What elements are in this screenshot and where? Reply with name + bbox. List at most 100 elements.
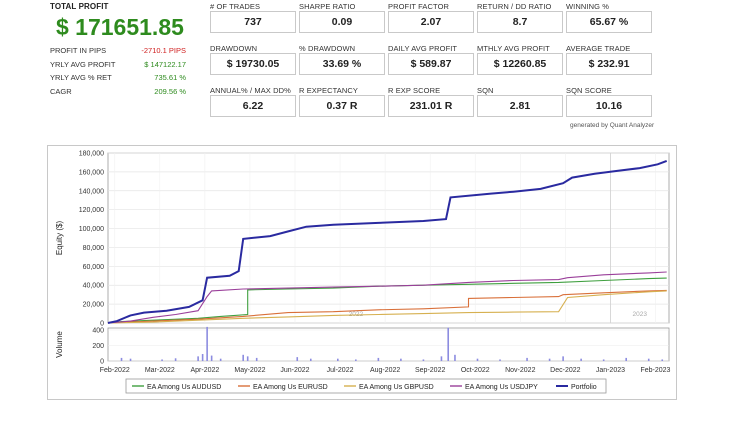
metric-label-r-exp-score: R EXP SCORE xyxy=(388,86,441,95)
metric-value-r-exp-score: 231.01 R xyxy=(388,95,474,117)
x-tick-label: Mar-2022 xyxy=(145,367,175,374)
summary-label: YRLY AVG PROFIT xyxy=(50,60,116,69)
volume-bar xyxy=(210,355,213,361)
summary-value: $ 147122.17 xyxy=(144,60,186,69)
volume-bar xyxy=(206,326,208,361)
metric-value-sqn-score: 10.16 xyxy=(566,95,652,117)
volume-bar xyxy=(499,359,501,361)
metric-label-sqn-score: SQN SCORE xyxy=(566,86,612,95)
summary-value: 209.56 % xyxy=(154,87,186,96)
metric-value-profit-factor: 2.07 xyxy=(388,11,474,33)
volume-bar xyxy=(355,359,357,361)
volume-bar xyxy=(400,358,402,361)
metric-value-sqn: 2.81 xyxy=(477,95,563,117)
volume-bar xyxy=(661,359,664,361)
volume-bar xyxy=(447,327,450,361)
volume-bar xyxy=(440,356,443,361)
metric-value-r-expectancy: 0.37 R xyxy=(299,95,385,117)
volume-bar xyxy=(454,354,456,361)
legend-label: EA Among Us GBPUSD xyxy=(359,384,434,391)
series-line xyxy=(107,290,667,324)
volume-bar xyxy=(562,356,564,361)
x-tick-label: Dec-2022 xyxy=(550,367,580,374)
volume-plot-frame xyxy=(107,327,670,362)
volume-bar xyxy=(580,358,582,361)
summary-row-yrly-avg-ret: YRLY AVG % RET 735.61 % xyxy=(50,73,186,84)
volume-bar xyxy=(129,358,132,361)
generated-by-note: generated by Quant Analyzer xyxy=(570,122,655,129)
summary-value: -2710.1 PIPS xyxy=(141,46,186,55)
x-tick-label: Aug-2022 xyxy=(370,367,400,374)
volume-bar xyxy=(602,359,605,361)
metric-value-winning: 65.67 % xyxy=(566,11,652,33)
legend-label: EA Among Us EURUSD xyxy=(253,384,328,391)
metric-value-drawdown: $ 19730.05 xyxy=(210,53,296,75)
equity-chart-panel: 0 20,000 40,000 60,000 80,000 100,000 120,000 1… xyxy=(47,145,677,400)
x-tick-label: Oct-2022 xyxy=(461,367,490,374)
summary-label: PROFIT IN PIPS xyxy=(50,46,107,55)
metric-value-mthly-avg-profit: $ 12260.85 xyxy=(477,53,563,75)
legend-label: EA Among Us AUDUSD xyxy=(147,384,221,391)
metric-value-return-dd: 8.7 xyxy=(477,11,563,33)
year-marker: 2023 xyxy=(632,311,647,318)
metric-value-daily-avg-profit: $ 589.87 xyxy=(388,53,474,75)
metric-label-daily-avg-profit: DAILY AVG PROFIT xyxy=(388,44,458,53)
summary-value: 735.61 % xyxy=(154,73,186,82)
legend-label: EA Among Us USDJPY xyxy=(465,384,538,391)
volume-tick-label: 200 xyxy=(92,343,104,350)
volume-bar xyxy=(219,358,222,361)
summary-label: YRLY AVG % RET xyxy=(50,73,112,82)
equity-plot-frame xyxy=(107,152,670,324)
metric-value-average-trade: $ 232.91 xyxy=(566,53,652,75)
y-tick-label: 100,000 xyxy=(79,226,104,233)
metric-label-drawdown: DRAWDOWN xyxy=(210,44,258,53)
summary-row-yrly-avg-profit: YRLY AVG PROFIT $ 147122.17 xyxy=(50,60,186,71)
summary-row-pips: PROFIT IN PIPS -2710.1 PIPS xyxy=(50,46,186,57)
legend-box xyxy=(125,378,607,394)
metric-label-sqn: SQN xyxy=(477,86,494,95)
x-tick-label: Sep-2022 xyxy=(415,367,445,374)
metric-label-average-trade: AVERAGE TRADE xyxy=(566,44,631,53)
volume-bar xyxy=(242,354,244,361)
total-profit-value: $ 171651.85 xyxy=(56,14,184,40)
series-line xyxy=(107,271,667,324)
volume-bar xyxy=(296,357,299,361)
metric-label-return-dd: RETURN / DD RATIO xyxy=(477,2,552,11)
series-line xyxy=(107,289,667,324)
total-profit-label: TOTAL PROFIT xyxy=(50,2,109,11)
volume-bar xyxy=(647,358,650,361)
volume-bar xyxy=(625,357,627,361)
series-line xyxy=(107,277,667,324)
x-tick-label: Feb-2022 xyxy=(100,367,130,374)
x-tick-label: Jun-2022 xyxy=(280,367,309,374)
y-tick-label: 0 xyxy=(100,321,104,328)
volume-axis-label: Volume xyxy=(55,331,64,358)
volume-bar xyxy=(197,356,199,361)
y-tick-label: 160,000 xyxy=(79,169,104,176)
metric-label-r-expectancy: R EXPECTANCY xyxy=(299,86,358,95)
volume-bar xyxy=(309,358,312,361)
metric-value-trades: 737 xyxy=(210,11,296,33)
equity-chart: 0 20,000 40,000 60,000 80,000 100,000 120,000 1… xyxy=(55,151,671,394)
summary-row-cagr: CAGR 209.56 % xyxy=(50,87,186,98)
volume-bar xyxy=(548,358,551,361)
x-tick-label: Feb-2023 xyxy=(640,367,670,374)
volume-bar xyxy=(422,359,425,361)
x-tick-label: Jan-2023 xyxy=(596,367,625,374)
metric-value-annual-max-dd: 6.22 xyxy=(210,95,296,117)
metric-label-annual-max-dd: ANNUAL% / MAX DD% xyxy=(210,86,291,95)
volume-bar xyxy=(255,357,258,361)
metric-value-pct-drawdown: 33.69 % xyxy=(299,53,385,75)
metric-label-winning: WINNING % xyxy=(566,2,609,11)
y-tick-label: 140,000 xyxy=(79,188,104,195)
volume-bar xyxy=(526,357,528,361)
x-tick-label: Jul-2022 xyxy=(327,367,354,374)
y-axis-label: Equity ($) xyxy=(55,221,64,256)
metric-label-trades: # OF TRADES xyxy=(210,2,261,11)
y-tick-label: 120,000 xyxy=(79,207,104,214)
volume-bar xyxy=(337,358,339,361)
volume-tick-label: 0 xyxy=(100,359,104,366)
metric-label-sharpe: SHARPE RATIO xyxy=(299,2,356,11)
volume-bar xyxy=(476,358,479,361)
y-tick-label: 80,000 xyxy=(83,245,105,252)
